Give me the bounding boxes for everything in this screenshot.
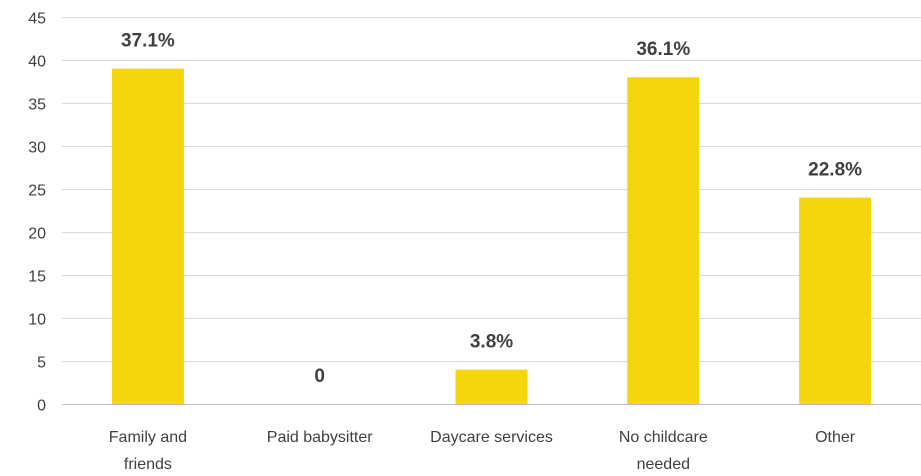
data-label: 22.8% — [808, 160, 862, 181]
y-tick-label: 20 — [28, 226, 46, 243]
bar — [627, 77, 700, 404]
y-tick-label: 35 — [28, 97, 46, 114]
bar — [799, 197, 872, 404]
y-tick-label: 15 — [28, 269, 46, 286]
x-tick-label: Daycare services — [430, 429, 553, 446]
data-label: 37.1% — [121, 31, 175, 52]
y-tick-label: 30 — [28, 140, 46, 157]
bar — [455, 369, 528, 404]
y-tick-label: 10 — [28, 312, 46, 329]
y-tick-label: 40 — [28, 54, 46, 71]
data-labels: 37.1% 0 3.8% 36.1% 22.8% — [121, 31, 862, 387]
x-tick-label: No childcare needed — [619, 429, 708, 473]
y-tick-label: 0 — [37, 398, 46, 415]
x-tick-label-line: Family and — [109, 429, 187, 446]
x-tick-label-line: Other — [815, 429, 856, 446]
x-tick-label-line: needed — [637, 456, 690, 473]
x-tick-label: Paid babysitter — [267, 429, 374, 446]
y-tick-label: 45 — [28, 11, 46, 28]
data-label: 0 — [314, 366, 325, 387]
x-axis-category-labels: Family and friends Paid babysitter Daycare … — [109, 429, 856, 473]
x-tick-label-line: No childcare — [619, 429, 708, 446]
x-tick-label-line: Paid babysitter — [267, 429, 374, 446]
data-label: 36.1% — [636, 39, 690, 60]
gridlines — [62, 17, 921, 405]
x-tick-label-line: friends — [124, 456, 172, 473]
y-axis-tick-labels: 0 5 10 15 20 25 30 35 40 45 — [28, 11, 46, 415]
y-tick-label: 25 — [28, 183, 46, 200]
x-tick-label: Other — [815, 429, 856, 446]
x-tick-label-line: Daycare services — [430, 429, 553, 446]
x-tick-label: Family and friends — [109, 429, 187, 473]
data-label: 3.8% — [470, 332, 513, 353]
bars — [111, 68, 872, 404]
y-tick-label: 5 — [37, 355, 46, 372]
bar — [111, 68, 184, 404]
